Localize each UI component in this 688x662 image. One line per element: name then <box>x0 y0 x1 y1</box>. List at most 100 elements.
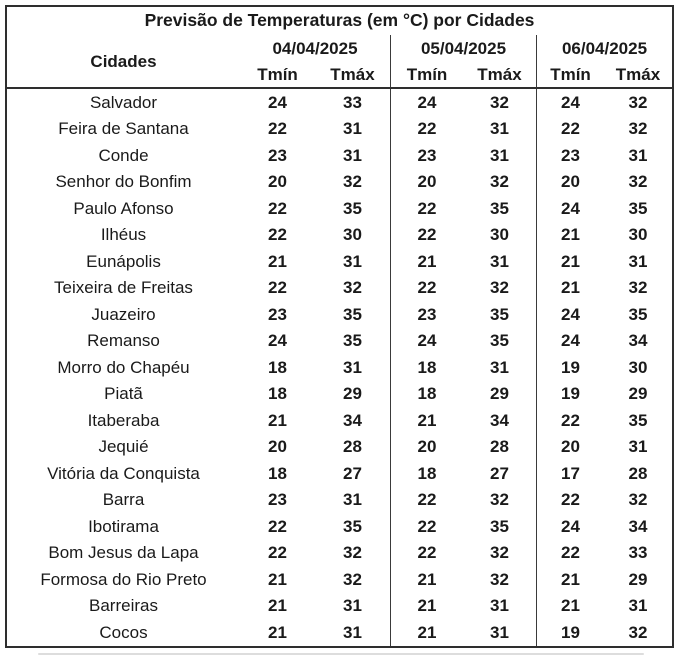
temp-cell: 21 <box>268 410 287 430</box>
temp-cell: 20 <box>268 172 287 192</box>
temp-cell: 35 <box>490 516 509 536</box>
temp-cell: 22 <box>390 539 463 566</box>
temp-cell: 18 <box>390 354 463 381</box>
tmax-header-1: Tmáx <box>315 62 390 89</box>
temp-cell: 30 <box>490 225 509 245</box>
temp-cell: 35 <box>628 198 648 218</box>
temp-cell: 21 <box>536 566 604 593</box>
tmin-header-1: Tmín <box>240 62 315 89</box>
temp-cell: 35 <box>343 198 362 218</box>
city-cell: Eunápolis <box>86 251 161 271</box>
temp-cell: 24 <box>390 89 463 116</box>
city-cell: Cocos <box>99 622 148 642</box>
temp-cell: 34 <box>628 516 648 536</box>
temp-cell: 34 <box>628 331 648 351</box>
tmin-header-2: Tmín <box>390 62 463 89</box>
temp-cell: 18 <box>268 463 287 483</box>
temp-cell: 24 <box>390 327 463 354</box>
temp-cell: 22 <box>536 539 604 566</box>
city-cell: Teixeira de Freitas <box>54 278 193 298</box>
temp-cell: 35 <box>343 304 362 324</box>
temp-cell: 29 <box>490 384 509 404</box>
temp-cell: 21 <box>536 274 604 301</box>
temp-cell: 35 <box>490 331 509 351</box>
temp-cell: 24 <box>536 301 604 328</box>
temp-cell: 24 <box>536 195 604 222</box>
temp-cell: 34 <box>490 410 509 430</box>
temp-cell: 20 <box>536 168 604 195</box>
city-cell: Ibotirama <box>88 516 159 536</box>
temp-cell: 30 <box>628 357 648 377</box>
city-cell: Formosa do Rio Preto <box>40 569 207 589</box>
temp-cell: 35 <box>628 410 648 430</box>
temp-cell: 22 <box>536 486 604 513</box>
temp-cell: 32 <box>490 92 509 112</box>
crop-artifact-line <box>38 653 644 655</box>
temp-cell: 28 <box>490 437 509 457</box>
temp-cell: 22 <box>268 278 287 298</box>
temp-cell: 23 <box>268 490 287 510</box>
city-cell: Barreiras <box>89 596 158 616</box>
temp-cell: 32 <box>628 119 648 139</box>
city-cell: Barra <box>102 490 145 510</box>
temp-cell: 22 <box>390 221 463 248</box>
city-cell: Remanso <box>87 331 160 351</box>
temp-cell: 32 <box>628 172 648 192</box>
temp-cell: 35 <box>628 304 648 324</box>
temp-cell: 20 <box>390 168 463 195</box>
temp-cell: 21 <box>390 619 463 646</box>
temp-cell: 31 <box>343 622 362 642</box>
temp-cell: 27 <box>343 463 362 483</box>
temp-cell: 31 <box>628 251 648 271</box>
city-cell: Juazeiro <box>91 304 156 324</box>
temp-cell: 28 <box>343 437 362 457</box>
temp-cell: 27 <box>490 463 509 483</box>
city-cell: Senhor do Bonfim <box>55 172 192 192</box>
temp-cell: 22 <box>268 516 287 536</box>
temp-cell: 24 <box>536 513 604 540</box>
temp-cell: 34 <box>343 410 362 430</box>
temp-cell: 31 <box>490 145 509 165</box>
temp-cell: 32 <box>343 172 362 192</box>
tmin-header-3: Tmín <box>536 62 604 89</box>
temp-cell: 22 <box>268 119 287 139</box>
city-cell: Conde <box>98 145 149 165</box>
tmax-header-3: Tmáx <box>604 62 672 89</box>
city-cell: Piatã <box>104 384 143 404</box>
temp-cell: 22 <box>390 486 463 513</box>
temp-cell: 32 <box>490 278 509 298</box>
temp-cell: 24 <box>268 331 287 351</box>
temp-cell: 32 <box>343 543 362 563</box>
temp-cell: 22 <box>268 225 287 245</box>
temp-cell: 31 <box>628 596 648 616</box>
temp-cell: 31 <box>490 119 509 139</box>
city-cell: Feira de Santana <box>58 119 189 139</box>
temp-cell: 22 <box>268 198 287 218</box>
temp-cell: 19 <box>536 619 604 646</box>
temperature-forecast-table: Previsão de Temperaturas (em °C) por Cid… <box>5 5 674 648</box>
temp-cell: 31 <box>628 145 648 165</box>
temp-cell: 32 <box>628 622 648 642</box>
temp-cell: 19 <box>536 380 604 407</box>
temp-cell: 21 <box>536 248 604 275</box>
temp-cell: 35 <box>343 516 362 536</box>
temp-cell: 29 <box>628 384 648 404</box>
temp-cell: 23 <box>390 301 463 328</box>
temp-cell: 17 <box>536 460 604 487</box>
temp-cell: 33 <box>343 92 362 112</box>
temp-cell: 23 <box>268 145 287 165</box>
city-cell: Paulo Afonso <box>73 198 174 218</box>
city-cell: Salvador <box>89 92 158 112</box>
temp-cell: 24 <box>536 89 604 116</box>
temp-cell: 22 <box>390 513 463 540</box>
temp-cell: 24 <box>536 327 604 354</box>
temp-cell: 20 <box>390 433 463 460</box>
temp-cell: 21 <box>390 592 463 619</box>
temp-cell: 30 <box>343 225 362 245</box>
temp-cell: 21 <box>268 569 287 589</box>
temp-cell: 21 <box>390 566 463 593</box>
temp-cell: 18 <box>390 460 463 487</box>
city-cell: Bom Jesus da Lapa <box>48 543 199 563</box>
temp-cell: 32 <box>628 278 648 298</box>
temp-cell: 20 <box>268 437 287 457</box>
